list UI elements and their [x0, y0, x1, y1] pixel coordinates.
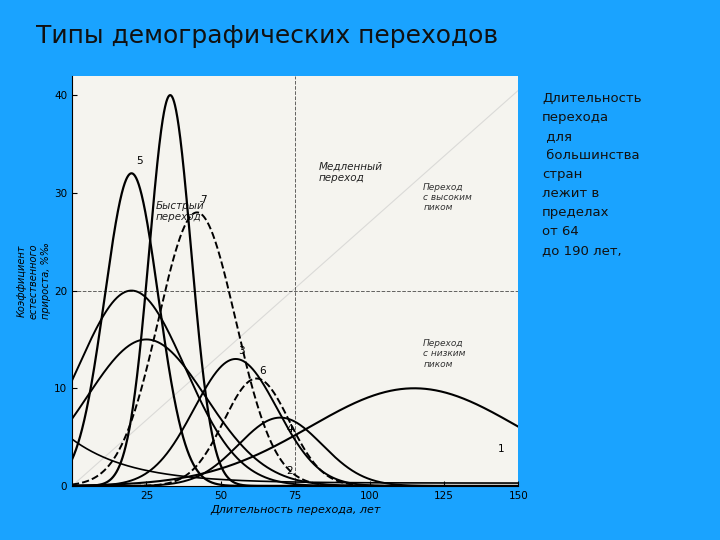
X-axis label: Длительность перехода, лет: Длительность перехода, лет	[210, 505, 380, 515]
Y-axis label: Коэффициент
естественного
прироста, %‰: Коэффициент естественного прироста, %‰	[17, 242, 51, 319]
Text: Быстрый
переход: Быстрый переход	[156, 200, 204, 222]
Text: 5: 5	[136, 156, 143, 166]
Text: 3: 3	[238, 346, 246, 356]
Text: 7: 7	[200, 194, 207, 205]
Text: Медленный
переход: Медленный переход	[319, 161, 383, 183]
Text: Переход
с низким
пиком: Переход с низким пиком	[423, 339, 466, 369]
Text: Типы демографических переходов: Типы демографических переходов	[36, 24, 498, 48]
Text: Длительность
перехода
 для
 большинства
стран
лежит в
пределах
от 64
до 190 лет,: Длительность перехода для большинства ст…	[542, 92, 642, 257]
Text: 6: 6	[259, 366, 266, 376]
Text: 2: 2	[287, 466, 293, 476]
Text: Переход
с высоким
пиком: Переход с высоким пиком	[423, 183, 472, 212]
Text: 4: 4	[287, 424, 293, 434]
Text: 1: 1	[498, 444, 504, 454]
